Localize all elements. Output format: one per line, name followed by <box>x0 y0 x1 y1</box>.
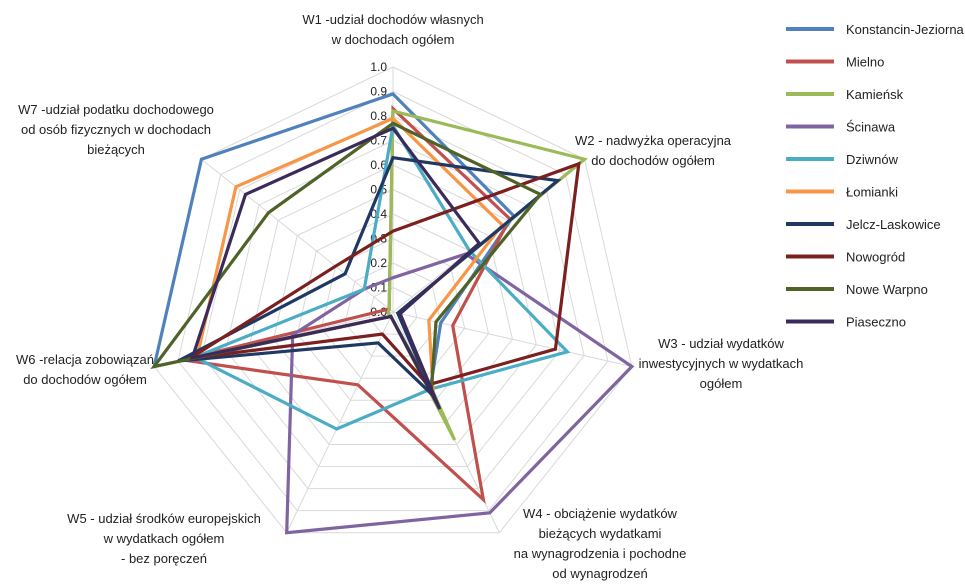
tick-label: 0.8 <box>370 109 387 123</box>
axis-label-line: do dochodów ogółem <box>591 153 715 168</box>
grid-ring <box>201 115 585 490</box>
series-line <box>182 105 512 504</box>
axis-label-line: ogółem <box>700 376 743 391</box>
axis-label: W7 -udział podatku dochodowego od osób fi… <box>18 102 214 157</box>
tick-label: 0.6 <box>370 158 387 172</box>
axis-label: W2 - nadwyżka operacyjna do dochodów ogół… <box>575 133 732 168</box>
grid-ring <box>320 237 466 379</box>
axis-label-line: od wynagrodzeń <box>552 566 647 581</box>
series-line <box>190 121 571 431</box>
grid-spoke <box>201 158 394 313</box>
axis-label-line: W5 - udział środków europejskich <box>67 511 261 526</box>
legend-label: Mielno <box>846 55 884 70</box>
axis-label: W3 - udział wydatków inwestycyjnych w wyd… <box>639 336 804 391</box>
legend-label: Nowe Warpno <box>846 282 928 297</box>
axis-label: W5 - udział środków europejskich w wydatk… <box>67 511 261 566</box>
legend-label: Konstancin-Jeziorna <box>846 22 965 37</box>
axis-label: W4 - obciążenie wydatków bieżących wydatk… <box>514 506 687 581</box>
grid-spoke <box>392 311 632 368</box>
axis-label: W6 -relacja zobowiązań do dochodów ogółem <box>16 352 154 387</box>
axis-label-line: bieżących <box>87 142 145 157</box>
axis-label-line: W6 -relacja zobowiązań <box>16 352 154 367</box>
axis-label-line: W7 -udział podatku dochodowego <box>18 102 214 117</box>
legend: Konstancin-Jeziorna Mielno Kamieńsk Ścinawa… <box>786 22 965 330</box>
axis-labels: W1 -udział dochodów własnych w dochodach … <box>16 12 803 581</box>
axis-label-line: W3 - udział wydatków <box>658 336 784 351</box>
series-lines <box>150 92 635 535</box>
legend-label: Kamieńsk <box>846 87 904 102</box>
axis-label-line: od osób fizycznych w dochodach <box>21 122 211 137</box>
axis-label-line: w dochodach ogółem <box>331 32 455 47</box>
axis-label-line: W2 - nadwyżka operacyjna <box>575 133 732 148</box>
tick-label: 0.9 <box>370 85 387 99</box>
legend-label: Dziwnów <box>846 152 899 167</box>
grid-ring <box>225 139 561 468</box>
grid-spoke <box>286 311 394 533</box>
legend-label: Ścinawa <box>846 120 896 135</box>
legend-label: Łomianki <box>846 185 898 200</box>
axis-label-line: w wydatkach ogółem <box>103 531 225 546</box>
axis-label-line: W4 - obciążenie wydatków <box>523 506 678 521</box>
axis-label-line: - bez poręczeń <box>121 551 207 566</box>
series-line <box>285 252 635 535</box>
series-line <box>189 126 482 410</box>
axis-label-line: W1 -udział dochodów własnych <box>302 12 483 27</box>
axis-label-line: do dochodów ogółem <box>23 372 147 387</box>
axis-label-line: bieżących wydatkami <box>539 526 662 541</box>
legend-label: Nowogród <box>846 250 905 265</box>
series-line <box>177 155 562 398</box>
axis-label-line: na wynagrodzenia i pochodne <box>514 546 687 561</box>
grid-ring <box>249 164 537 445</box>
tick-label: 0.2 <box>370 256 387 270</box>
axis-label: W1 -udział dochodów własnych w dochodach … <box>302 12 483 47</box>
tick-label: 1.0 <box>370 60 387 74</box>
series-line <box>189 161 581 387</box>
legend-label: Piaseczno <box>846 315 906 330</box>
axis-label-line: inwestycyjnych w wydatkach <box>639 356 804 371</box>
legend-label: Jelcz-Laskowice <box>846 217 941 232</box>
